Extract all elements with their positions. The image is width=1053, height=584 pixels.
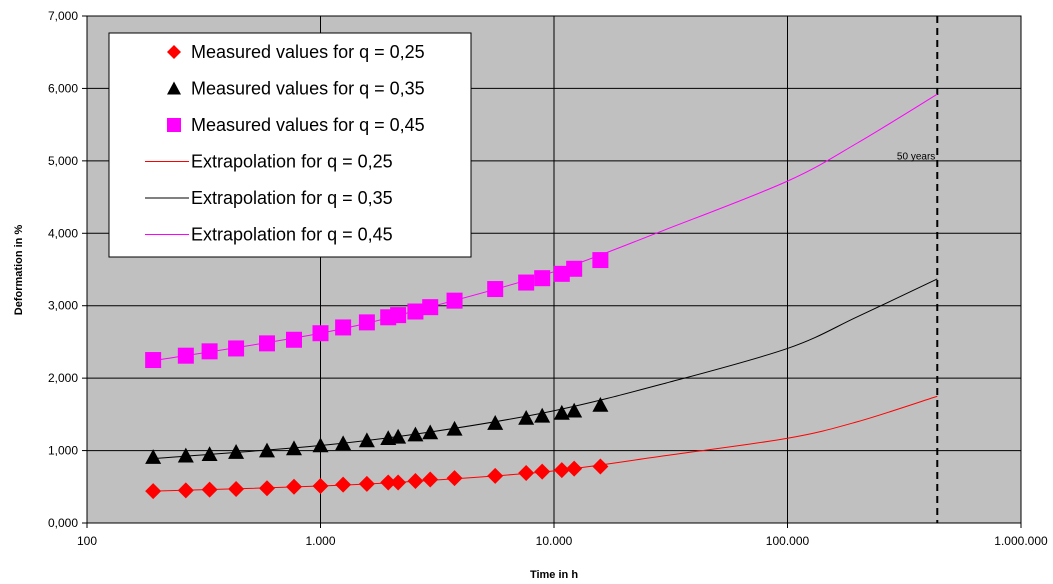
data-point-diamond — [312, 478, 329, 495]
data-point-triangle — [201, 446, 218, 461]
data-point-diamond — [592, 458, 609, 475]
data-point-square — [534, 270, 551, 287]
data-point-diamond — [390, 474, 407, 491]
data-point-diamond — [518, 465, 535, 482]
data-point-square — [390, 307, 407, 324]
x-tick-label: 100 — [77, 534, 97, 548]
data-point-diamond — [258, 480, 275, 497]
data-point-square — [518, 274, 535, 291]
data-point-square — [553, 265, 570, 282]
data-point-triangle — [145, 449, 162, 464]
legend-symbol-triangle — [167, 81, 181, 95]
data-point-diamond — [177, 482, 194, 499]
legend-entry-label: Measured values for q = 0,45 — [191, 115, 425, 135]
y-tick-label: 4,000 — [48, 226, 78, 240]
x-axis-title: Time in h — [530, 569, 578, 581]
data-point-square — [446, 292, 463, 309]
legend-entry-label: Extrapolation for q = 0,35 — [191, 188, 393, 208]
x-tick-label: 10.000 — [536, 534, 573, 548]
data-point-square — [335, 319, 352, 336]
data-point-diamond — [201, 481, 218, 498]
data-point-diamond — [380, 474, 397, 491]
data-point-square — [358, 314, 375, 331]
x-tick-label: 1.000.000 — [994, 534, 1048, 548]
data-point-square — [145, 352, 162, 369]
data-point-square — [592, 252, 609, 269]
data-point-triangle — [358, 432, 375, 448]
y-tick-label: 7,000 — [48, 9, 78, 23]
data-point-square — [312, 325, 329, 342]
data-point-diamond — [285, 478, 302, 495]
data-point-diamond — [422, 471, 439, 488]
data-point-triangle — [534, 407, 551, 423]
y-tick-label: 1,000 — [48, 444, 78, 458]
data-point-square — [285, 331, 302, 348]
data-point-triangle — [566, 402, 583, 418]
data-point-diamond — [358, 475, 375, 492]
data-point-triangle — [518, 409, 535, 425]
legend: Measured values for q = 0,25 Measured val… — [108, 32, 472, 258]
data-point-square — [177, 347, 194, 364]
data-point-diamond — [407, 472, 424, 489]
y-tick-label: 6,000 — [48, 81, 78, 95]
data-point-diamond — [534, 463, 551, 480]
data-point-diamond — [228, 480, 245, 497]
data-point-triangle — [228, 444, 245, 459]
reference-label: 50 years — [897, 151, 935, 162]
data-point-diamond — [566, 460, 583, 477]
y-axis-title: Deformation in % — [13, 225, 25, 316]
axis-ticks: 0,000 1,000 2,000 3,000 4,000 5,000 6,000 7,000… — [48, 9, 1048, 548]
data-point-triangle — [553, 404, 570, 420]
data-point-square — [258, 335, 275, 352]
data-point-diamond — [487, 467, 504, 484]
legend-symbol-diamond — [167, 45, 181, 59]
legend-box — [108, 32, 472, 258]
y-tick-label: 2,000 — [48, 371, 78, 385]
y-tick-label: 5,000 — [48, 154, 78, 168]
legend-entry-label: Extrapolation for q = 0,45 — [191, 225, 393, 245]
data-point-triangle — [285, 440, 302, 456]
data-point-diamond — [335, 476, 352, 493]
data-point-square — [422, 299, 439, 316]
data-point-square — [407, 303, 424, 320]
legend-entry-label: Measured values for q = 0,25 — [191, 42, 425, 62]
legend-entry-label: Extrapolation for q = 0,25 — [191, 152, 393, 172]
data-point-square — [228, 340, 245, 357]
data-point-triangle — [177, 447, 194, 463]
legend-entry-label: Measured values for q = 0,35 — [191, 79, 425, 99]
x-tick-label: 100.000 — [766, 534, 810, 548]
data-point-triangle — [312, 437, 329, 453]
data-point-triangle — [487, 415, 504, 430]
data-point-square — [487, 281, 504, 298]
data-point-triangle — [592, 396, 609, 412]
data-point-triangle — [422, 424, 439, 440]
data-point-triangle — [407, 426, 424, 442]
reference-line-group: 50 years — [897, 16, 939, 523]
data-point-triangle — [390, 428, 407, 444]
data-point-triangle — [446, 420, 463, 436]
measured-markers — [145, 252, 609, 500]
y-tick-label: 3,000 — [48, 299, 78, 313]
data-point-triangle — [335, 435, 352, 451]
x-tick-label: 1.000 — [305, 534, 335, 548]
data-point-diamond — [446, 470, 463, 487]
data-point-diamond — [145, 483, 162, 500]
data-point-square — [201, 343, 218, 360]
data-point-triangle — [258, 442, 275, 458]
data-point-diamond — [553, 462, 570, 479]
legend-symbol-square — [167, 118, 181, 132]
y-tick-label: 0,000 — [48, 516, 78, 530]
data-point-square — [566, 260, 583, 277]
